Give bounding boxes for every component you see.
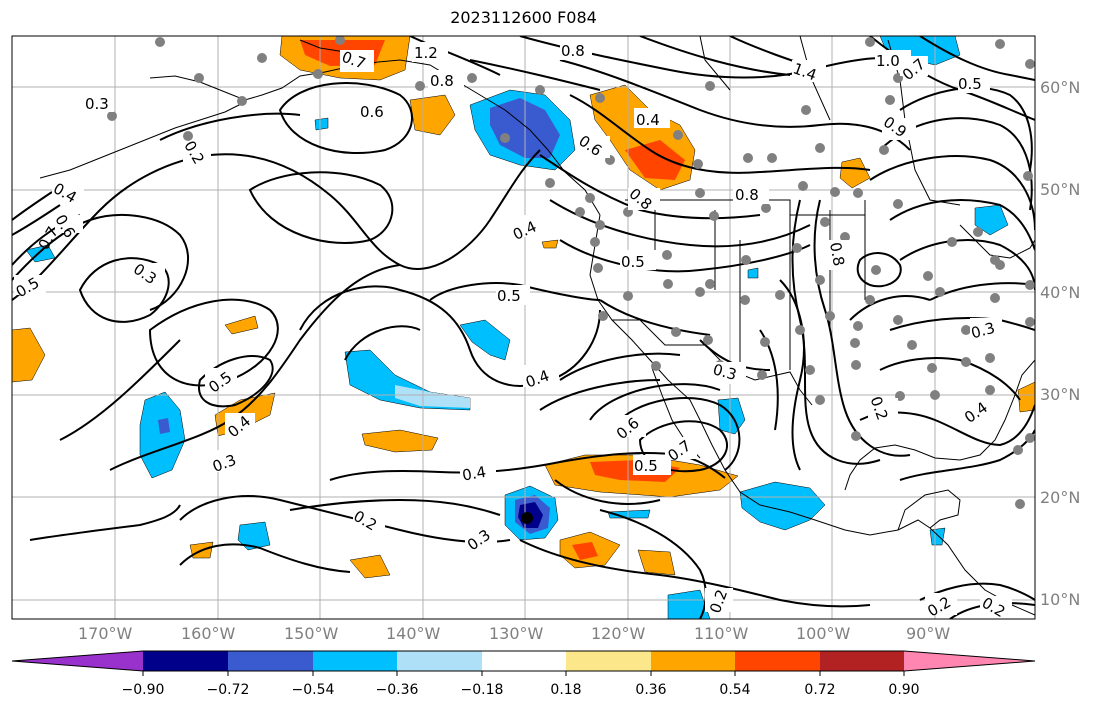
colorbar-extend-min: [12, 651, 143, 671]
lon-tick-label: 160°W: [181, 624, 236, 643]
negative-anomaly-patch: [459, 319, 511, 361]
contour-label: 0.5: [958, 75, 982, 93]
contour-label: 0.8: [430, 72, 454, 90]
negative-anomaly-patch: [929, 527, 946, 546]
negative-anomaly-patch: [314, 117, 329, 131]
contour-label: 0.8: [735, 186, 759, 204]
contour-label: 0.5: [621, 253, 645, 271]
lat-tick-label: 20°N: [1040, 488, 1081, 507]
colorbar-tick-label: 0.18: [550, 682, 582, 698]
positive-anomaly-patch: [625, 140, 685, 180]
negative-anomaly-patch: [739, 481, 826, 531]
lon-tick-label: 170°W: [78, 624, 133, 643]
lat-tick-label: 10°N: [1040, 590, 1081, 609]
colorbar-tick-label: −0.54: [291, 682, 335, 698]
shaded-fields: [12, 36, 1035, 619]
positive-anomaly-patch: [541, 239, 559, 249]
lat-tick-label: 50°N: [1040, 180, 1081, 199]
lat-tick-label: 30°N: [1040, 385, 1081, 404]
colorbar-swatch: [397, 651, 482, 671]
station-markers: [107, 36, 1035, 509]
low-center-marker: [521, 512, 533, 524]
contour-label: 0.8: [826, 241, 848, 268]
negative-anomaly-patch: [158, 418, 170, 434]
negative-anomaly-patch: [667, 589, 711, 619]
contour-label: 0.5: [497, 287, 521, 305]
contour-label: 0.6: [360, 103, 384, 121]
colorbar-tick-label: 0.54: [719, 682, 751, 698]
colorbar-swatch: [566, 651, 651, 671]
contour-label: 1.2: [414, 44, 438, 62]
lat-tick-label: 60°N: [1040, 78, 1081, 97]
colorbar-swatch: [735, 651, 820, 671]
colorbar-swatch: [820, 651, 904, 671]
colorbar: [11, 650, 1036, 676]
positive-anomaly-patch: [224, 315, 259, 335]
contour-label: 0.8: [561, 42, 585, 60]
lon-tick-label: 140°W: [386, 624, 441, 643]
positive-anomaly-patch: [409, 94, 456, 136]
lon-tick-label: 100°W: [796, 624, 851, 643]
contour-label: 0.4: [636, 111, 660, 129]
colorbar-tick-label: 0.90: [888, 682, 920, 698]
positive-anomaly-patch: [349, 554, 391, 579]
colorbar-tick-label: 0.36: [635, 682, 667, 698]
map-frame: [11, 35, 1036, 620]
contour-label: 0.3: [969, 319, 997, 343]
colorbar-extend-max: [904, 651, 1035, 671]
negative-anomaly-patch: [395, 385, 470, 408]
lon-tick-label: 130°W: [489, 624, 544, 643]
colorbar-swatch: [482, 651, 566, 671]
negative-anomaly-patch: [974, 204, 1009, 236]
lon-tick-label: 150°W: [284, 624, 339, 643]
colorbar-swatch: [313, 651, 397, 671]
lon-tick-label: 110°W: [694, 624, 749, 643]
colorbar-swatch: [143, 651, 228, 671]
colorbar-swatch: [651, 651, 735, 671]
contour-label: 0.4: [461, 463, 488, 485]
positive-anomaly-patch: [1017, 381, 1035, 413]
lat-tick-label: 40°N: [1040, 283, 1081, 302]
positive-anomaly-patch: [361, 429, 439, 453]
map-title: 2023112600 F084: [450, 8, 597, 27]
colorbar-swatch: [228, 651, 313, 671]
colorbar-tick-label: 0.72: [804, 682, 836, 698]
positive-anomaly-patch: [637, 549, 676, 576]
positive-anomaly-patch: [572, 542, 598, 560]
lon-tick-label: 90°W: [906, 624, 951, 643]
negative-anomaly-patch: [747, 267, 759, 279]
contour-label: 1.0: [876, 52, 900, 70]
positive-anomaly-patch: [839, 157, 871, 189]
contour-label: 0.3: [85, 95, 109, 113]
colorbar-tick-label: −0.18: [460, 682, 504, 698]
colorbar-tick-label: −0.90: [121, 682, 165, 698]
colorbar-tick-label: −0.72: [206, 682, 250, 698]
lon-tick-label: 120°W: [591, 624, 646, 643]
positive-anomaly-patch: [12, 327, 46, 383]
contour-label: 0.5: [634, 457, 658, 475]
contour-label: 0.3: [711, 360, 739, 384]
colorbar-tick-label: −0.36: [375, 682, 419, 698]
negative-anomaly-patch: [139, 391, 186, 479]
contour-labels: 0.3 0.2 0.4 0.6 0.7 0.5 0.3 0.5 0.4 0.3 …: [13, 40, 1012, 619]
